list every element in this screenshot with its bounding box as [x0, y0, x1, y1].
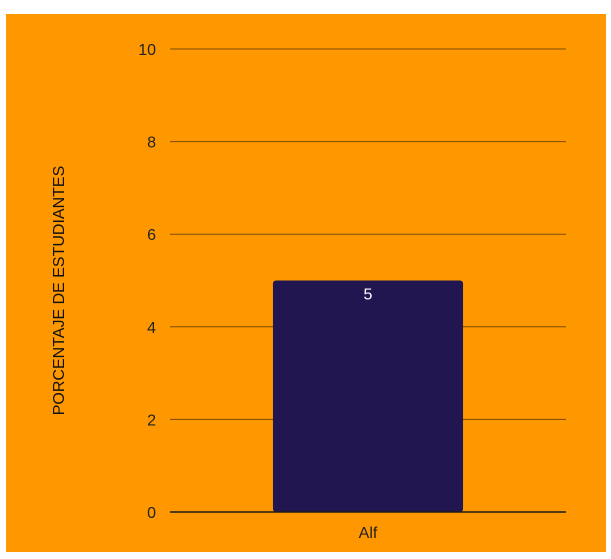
y-tick-label: 4	[147, 320, 156, 337]
gridlines	[170, 48, 566, 420]
y-tick-label: 0	[147, 505, 156, 522]
x-category-label: Alf	[359, 525, 378, 542]
y-tick-label: 8	[147, 135, 156, 152]
y-tick-label: 6	[147, 227, 156, 244]
y-tick-label: 2	[147, 412, 156, 429]
y-tick-label: 10	[138, 42, 156, 59]
axes: 0 2 4 6 8 10 Alf	[138, 42, 566, 542]
chart-panel: 5 0 2 4 6 8 10 Alf PORCENTAJE DE ESTUDIANTES	[6, 14, 606, 552]
bars: 5	[272, 280, 464, 512]
y-axis-title: PORCENTAJE DE ESTUDIANTES	[51, 166, 68, 416]
bar-chart: 5 0 2 4 6 8 10 Alf PORCENTAJE DE ESTUDIANTES	[51, 42, 566, 542]
bar	[272, 280, 464, 512]
bar-data-label: 5	[364, 287, 373, 304]
